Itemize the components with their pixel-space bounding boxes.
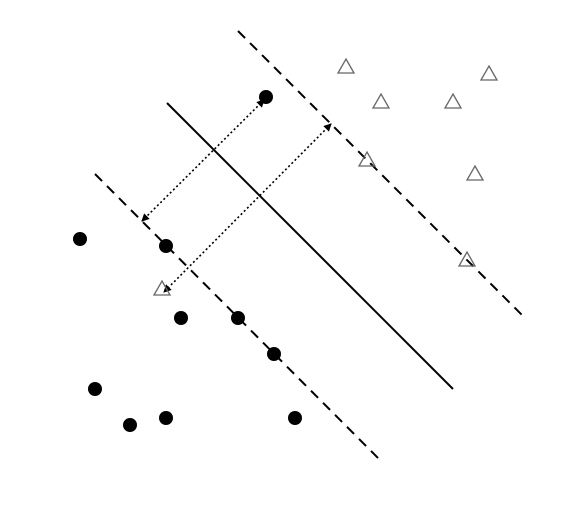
class-a-point: [259, 90, 273, 104]
class-b-point: [152, 279, 172, 296]
class-b-point: [479, 64, 499, 81]
class-b-point: [465, 164, 485, 181]
class-a-point: [159, 239, 173, 253]
class-a-point: [267, 347, 281, 361]
class-b-point: [443, 92, 463, 109]
class-a-point: [123, 418, 137, 432]
class-a-point: [288, 411, 302, 425]
class-b-point: [457, 250, 477, 267]
margin-arrows: [141, 99, 332, 293]
class-a-point: [231, 311, 245, 325]
data-points: [73, 57, 499, 432]
class-b-point: [336, 57, 356, 74]
class-a-point: [174, 311, 188, 325]
class-a-point: [88, 382, 102, 396]
margin-width-right-arrow: [163, 123, 332, 293]
class-a-point: [73, 232, 87, 246]
margin-upper-line: [237, 30, 526, 319]
class-a-point: [159, 411, 173, 425]
margin-width-left-arrow: [141, 99, 265, 222]
class-b-point: [357, 150, 377, 167]
class-b-point: [371, 92, 391, 109]
